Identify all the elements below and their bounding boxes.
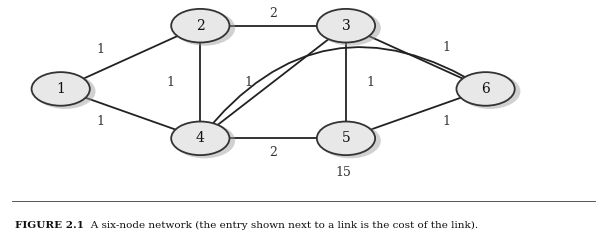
Text: 1: 1 — [442, 115, 450, 128]
Text: 15: 15 — [335, 166, 351, 179]
Text: 4: 4 — [196, 131, 205, 145]
Text: A six-node network (the entry shown next to a link is the cost of the link).: A six-node network (the entry shown next… — [81, 221, 478, 230]
Ellipse shape — [456, 72, 515, 106]
Ellipse shape — [171, 121, 229, 155]
Ellipse shape — [174, 10, 235, 46]
Text: 1: 1 — [442, 41, 450, 54]
Text: 5: 5 — [342, 131, 350, 145]
Ellipse shape — [171, 9, 229, 42]
Ellipse shape — [459, 74, 520, 109]
Text: 1: 1 — [96, 43, 104, 56]
Text: 3: 3 — [342, 19, 350, 33]
Text: 1: 1 — [366, 75, 375, 88]
Ellipse shape — [35, 74, 95, 109]
Ellipse shape — [317, 121, 375, 155]
Text: 2: 2 — [270, 7, 277, 20]
Text: 2: 2 — [270, 146, 277, 159]
Text: 1: 1 — [96, 115, 104, 128]
Ellipse shape — [32, 72, 90, 106]
Text: 2: 2 — [196, 19, 205, 33]
Text: 1: 1 — [166, 75, 174, 88]
Ellipse shape — [320, 123, 381, 158]
Text: 1: 1 — [245, 75, 253, 88]
Text: 6: 6 — [481, 82, 490, 96]
Ellipse shape — [317, 9, 375, 42]
Text: 1: 1 — [56, 82, 65, 96]
FancyArrowPatch shape — [202, 47, 483, 136]
Ellipse shape — [320, 10, 381, 46]
Text: FIGURE 2.1: FIGURE 2.1 — [15, 221, 84, 230]
Ellipse shape — [174, 123, 235, 158]
